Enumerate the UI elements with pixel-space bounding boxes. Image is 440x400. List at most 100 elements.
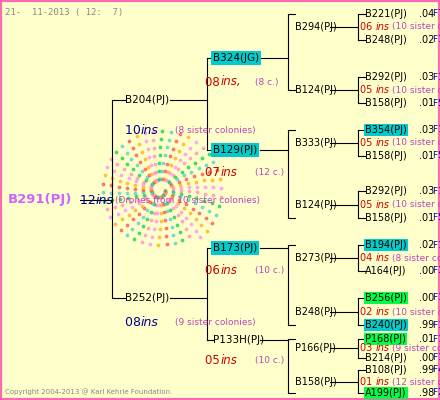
Text: .01: .01	[419, 334, 437, 344]
Text: F5 -Takab93R: F5 -Takab93R	[433, 152, 440, 160]
Text: 03: 03	[360, 343, 375, 353]
Text: B158(PJ): B158(PJ)	[365, 151, 407, 161]
Text: A164(PJ): A164(PJ)	[365, 266, 407, 276]
Text: B124(PJ): B124(PJ)	[295, 200, 337, 210]
Text: ins: ins	[376, 85, 390, 95]
Text: (12 c.): (12 c.)	[255, 168, 284, 176]
Text: .03: .03	[419, 72, 437, 82]
Text: 12: 12	[80, 194, 100, 206]
Text: .01: .01	[419, 98, 437, 108]
Text: ins: ins	[221, 166, 238, 178]
Text: .01: .01	[419, 151, 437, 161]
Text: (10 sister colonies): (10 sister colonies)	[392, 200, 440, 210]
Text: B124(PJ): B124(PJ)	[295, 85, 337, 95]
Text: (Drones from 10 sister colonies): (Drones from 10 sister colonies)	[115, 196, 260, 204]
Text: B354(PJ): B354(PJ)	[365, 125, 407, 135]
Text: P133H(PJ): P133H(PJ)	[213, 335, 264, 345]
Text: .98: .98	[419, 388, 437, 398]
Text: F5 -Takab93R: F5 -Takab93R	[433, 214, 440, 222]
Text: ins: ins	[376, 22, 390, 32]
Text: P166(PJ): P166(PJ)	[295, 343, 336, 353]
Text: 08: 08	[125, 316, 145, 330]
Text: B129(PJ): B129(PJ)	[213, 145, 257, 155]
Text: 06: 06	[205, 264, 224, 276]
Text: F13 -AthosSt80R: F13 -AthosSt80R	[433, 72, 440, 82]
Text: (10 sister colonies): (10 sister colonies)	[392, 138, 440, 148]
Text: F12 -AthosSt80R: F12 -AthosSt80R	[433, 294, 440, 302]
Text: (12 sister colonies): (12 sister colonies)	[392, 378, 440, 386]
Text: 05: 05	[360, 200, 375, 210]
Text: B324(JG): B324(JG)	[213, 53, 259, 63]
Text: (10 c.): (10 c.)	[255, 356, 284, 364]
Text: .04: .04	[419, 9, 437, 19]
Text: ins,: ins,	[221, 76, 242, 88]
Text: (10 sister colonies): (10 sister colonies)	[392, 308, 440, 316]
Text: ins: ins	[376, 253, 390, 263]
Text: (8 c.): (8 c.)	[255, 78, 279, 86]
Text: ins: ins	[96, 194, 114, 206]
Text: 02: 02	[360, 307, 375, 317]
Text: F7 -Takab93R: F7 -Takab93R	[433, 10, 440, 18]
Text: B292(PJ): B292(PJ)	[365, 186, 407, 196]
Text: .01: .01	[419, 213, 437, 223]
Text: F13 -AthosSt80R: F13 -AthosSt80R	[433, 126, 440, 134]
Text: (8 sister colonies): (8 sister colonies)	[392, 254, 440, 262]
Text: 10: 10	[125, 124, 145, 136]
Text: ins: ins	[141, 316, 159, 330]
Text: B294(PJ): B294(PJ)	[295, 22, 337, 32]
Text: B221(PJ): B221(PJ)	[365, 9, 407, 19]
Text: B173(PJ): B173(PJ)	[213, 243, 257, 253]
Text: 04: 04	[360, 253, 375, 263]
Text: P168(PJ): P168(PJ)	[365, 334, 406, 344]
Text: F13 -AthosSt80R: F13 -AthosSt80R	[433, 186, 440, 196]
Text: B256(PJ): B256(PJ)	[365, 293, 407, 303]
Text: 01: 01	[360, 377, 375, 387]
Text: F11 -AthosSt80R: F11 -AthosSt80R	[433, 354, 440, 362]
Text: ins: ins	[376, 138, 390, 148]
Text: .99: .99	[419, 365, 437, 375]
Text: B108(PJ): B108(PJ)	[365, 365, 407, 375]
Text: (10 sister colonies): (10 sister colonies)	[392, 86, 440, 94]
Text: .03: .03	[419, 125, 437, 135]
Text: .00: .00	[419, 293, 437, 303]
Text: (9 sister colonies): (9 sister colonies)	[392, 344, 440, 352]
Text: B252(PJ): B252(PJ)	[125, 293, 169, 303]
Text: .02: .02	[419, 35, 437, 45]
Text: A199(PJ): A199(PJ)	[365, 388, 407, 398]
Text: 05: 05	[360, 138, 375, 148]
Text: 05: 05	[360, 85, 375, 95]
Text: ins: ins	[221, 264, 238, 276]
Text: (10 c.): (10 c.)	[255, 266, 284, 274]
Text: .03: .03	[419, 186, 437, 196]
Text: B291(PJ): B291(PJ)	[8, 194, 72, 206]
Text: ins: ins	[221, 354, 238, 366]
Text: B194(PJ): B194(PJ)	[365, 240, 407, 250]
Text: .99: .99	[419, 320, 437, 330]
Text: F11 -AthosSt80R: F11 -AthosSt80R	[433, 320, 440, 330]
Text: B273(PJ): B273(PJ)	[295, 253, 337, 263]
Text: 07: 07	[205, 166, 224, 178]
Text: (10 sister colonies): (10 sister colonies)	[392, 22, 440, 32]
Text: Copyright 2004-2013 @ Karl Kehrle Foundation.: Copyright 2004-2013 @ Karl Kehrle Founda…	[5, 388, 172, 395]
Text: B240(PJ): B240(PJ)	[365, 320, 407, 330]
Text: .00: .00	[419, 353, 437, 363]
Text: B158(PJ): B158(PJ)	[365, 98, 407, 108]
Text: ins: ins	[376, 200, 390, 210]
Text: F13 -AthosSt80R: F13 -AthosSt80R	[433, 36, 440, 44]
Text: ins: ins	[141, 124, 159, 136]
Text: B214(PJ): B214(PJ)	[365, 353, 407, 363]
Text: (8 sister colonies): (8 sister colonies)	[175, 126, 256, 134]
Text: 21-  11-2013 ( 12:  7): 21- 11-2013 ( 12: 7)	[5, 8, 123, 17]
Text: .00: .00	[419, 266, 437, 276]
Text: F12 -AthosSt80R: F12 -AthosSt80R	[433, 240, 440, 250]
Text: F1 -PrimGreen00: F1 -PrimGreen00	[433, 334, 440, 344]
Text: B292(PJ): B292(PJ)	[365, 72, 407, 82]
Text: (9 sister colonies): (9 sister colonies)	[175, 318, 256, 328]
Text: F2 -Cankiri97Q: F2 -Cankiri97Q	[433, 388, 440, 398]
Text: B158(PJ): B158(PJ)	[365, 213, 407, 223]
Text: 05: 05	[205, 354, 224, 366]
Text: B248(PJ): B248(PJ)	[295, 307, 337, 317]
Text: .02: .02	[419, 240, 437, 250]
Text: ins: ins	[376, 307, 390, 317]
Text: F4 -Takab93R: F4 -Takab93R	[433, 366, 440, 374]
